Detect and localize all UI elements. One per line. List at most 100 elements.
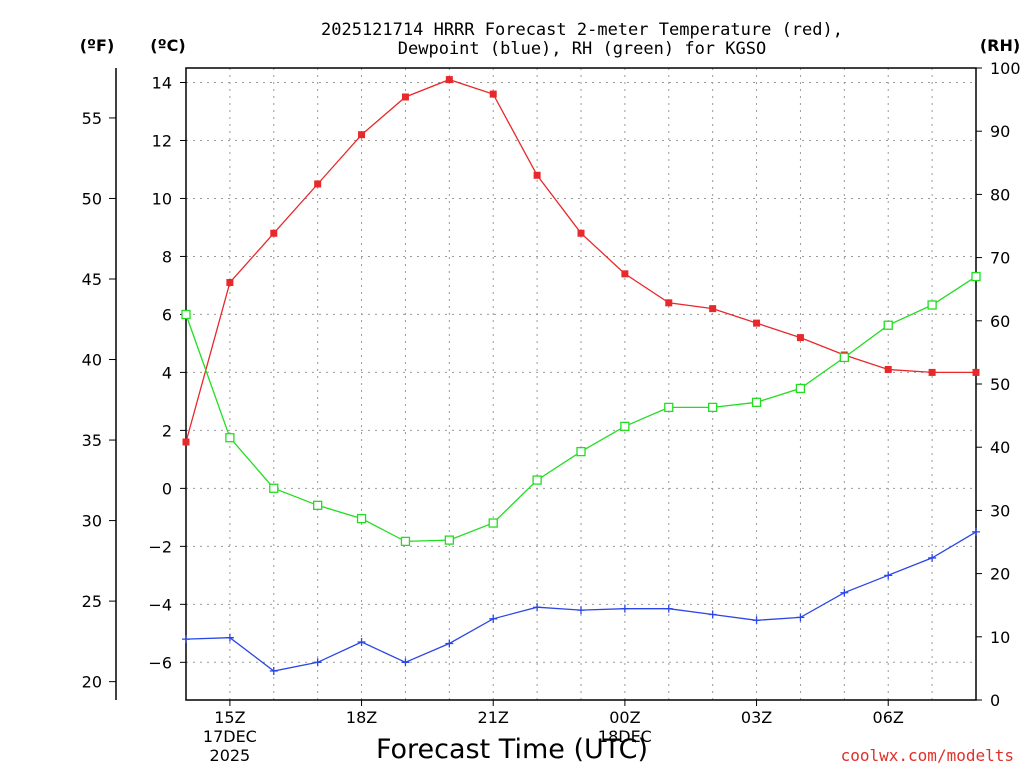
temperature-point <box>621 270 629 278</box>
fahrenheit-tick-label: 50 <box>82 189 102 208</box>
x-axis-label: Forecast Time (UTC) <box>376 734 648 765</box>
rh-tick-label: 100 <box>990 59 1021 78</box>
temperature-point <box>665 299 673 307</box>
temperature-point <box>533 171 541 179</box>
rh-tick-label: 30 <box>990 501 1010 520</box>
dewpoint-point <box>928 553 937 562</box>
grid-lines <box>186 68 976 700</box>
celsius-tick-label: 2 <box>162 421 172 440</box>
rh-unit-label: (RH) <box>980 36 1020 55</box>
rh-point <box>576 446 586 457</box>
x-tick-label: 00Z <box>609 708 640 727</box>
temperature-point <box>972 368 980 376</box>
x-tick-label: 18Z <box>346 708 377 727</box>
dewpoint-point <box>884 571 893 580</box>
temperature-point <box>358 131 366 139</box>
rh-point <box>883 320 893 330</box>
x-tick-date-label: 18DEC <box>598 727 652 746</box>
temperature-point <box>928 368 936 376</box>
celsius-tick-label: 0 <box>162 479 172 498</box>
fahrenheit-tick-label: 45 <box>82 270 102 289</box>
rh-tick-label: 60 <box>990 312 1010 331</box>
rh-tick-label: 90 <box>990 122 1010 141</box>
dewpoint-point <box>357 638 366 647</box>
x-tick-label: 21Z <box>478 708 509 727</box>
celsius-tick-label: 4 <box>162 363 172 382</box>
dewpoint-point <box>182 635 190 644</box>
rh-point <box>532 475 542 485</box>
celsius-unit-label: (ºC) <box>150 36 185 55</box>
rh-point <box>708 402 718 413</box>
temperature-point <box>753 319 761 327</box>
temperature-point <box>577 229 585 237</box>
rh-point <box>971 271 981 282</box>
temperature-point <box>314 180 322 188</box>
x-tick-year-label: 2025 <box>210 746 251 765</box>
dewpoint-point <box>445 639 454 648</box>
rh-point <box>795 383 806 394</box>
rh-point <box>664 402 674 413</box>
dewpoint-point <box>840 588 849 597</box>
temperature-point <box>270 229 278 237</box>
fahrenheit-tick-label: 20 <box>82 673 102 692</box>
rh-tick-label: 0 <box>990 691 1000 710</box>
dewpoint-point <box>489 614 498 623</box>
temperature-point <box>445 76 453 84</box>
rh-tick-label: 20 <box>990 565 1010 584</box>
rh-point <box>488 518 498 528</box>
dewpoint-point <box>664 604 673 613</box>
x-tick-date-label: 17DEC <box>203 727 257 746</box>
fahrenheit-tick-label: 30 <box>82 512 102 531</box>
rh-line <box>185 276 977 543</box>
temperature-point <box>884 366 892 374</box>
celsius-tick-label: 14 <box>152 73 172 92</box>
temperature-point <box>401 93 409 101</box>
rh-tick-label: 80 <box>990 185 1010 204</box>
chart-title-line2: Dewpoint (blue), RH (green) for KGSO <box>398 39 766 59</box>
dewpoint-point <box>708 610 717 619</box>
dewpoint-point <box>796 613 805 622</box>
rh-point <box>225 433 235 443</box>
chart-title-line1: 2025121714 HRRR Forecast 2-meter Tempera… <box>321 20 843 40</box>
fahrenheit-tick-label: 55 <box>82 109 102 128</box>
rh-point <box>751 397 762 407</box>
temperature-point <box>226 279 234 287</box>
rh-point <box>181 309 191 320</box>
rh-point <box>927 300 937 310</box>
temperature-point <box>709 305 717 313</box>
rh-tick-label: 50 <box>990 375 1010 394</box>
x-tick-label: 15Z <box>214 708 245 727</box>
dewpoint-point <box>401 658 410 667</box>
x-tick-label: 03Z <box>741 708 772 727</box>
dewpoint-point <box>269 667 278 676</box>
rh-point <box>620 421 630 431</box>
dewpoint-point <box>533 603 542 612</box>
rh-point <box>356 513 367 524</box>
fahrenheit-tick-label: 35 <box>82 431 102 450</box>
celsius-tick-label: 8 <box>162 247 172 266</box>
x-tick-label: 06Z <box>873 708 904 727</box>
rh-point <box>444 535 454 545</box>
celsius-tick-label: −6 <box>148 653 172 672</box>
fahrenheit-tick-label: 40 <box>82 351 102 370</box>
temperature-point <box>489 90 497 98</box>
rh-point <box>839 352 849 363</box>
dewpoint-point <box>577 606 585 615</box>
temperature-point <box>796 334 804 342</box>
rh-tick-label: 70 <box>990 249 1010 268</box>
rh-point <box>313 500 323 510</box>
celsius-tick-label: 10 <box>152 189 172 208</box>
celsius-tick-label: −4 <box>148 595 172 614</box>
data-series <box>181 76 981 676</box>
fahrenheit-tick-label: 25 <box>82 592 102 611</box>
dewpoint-point <box>752 616 761 625</box>
axes: 14121086420−2−4−655504540353025201009080… <box>82 59 1021 765</box>
rh-point <box>269 483 279 493</box>
rh-tick-label: 10 <box>990 628 1010 647</box>
dewpoint-point <box>313 658 322 667</box>
temperature-line <box>185 78 976 443</box>
celsius-tick-label: 12 <box>152 131 172 150</box>
dewpoint-point <box>972 527 980 536</box>
dewpoint-point <box>225 633 234 642</box>
